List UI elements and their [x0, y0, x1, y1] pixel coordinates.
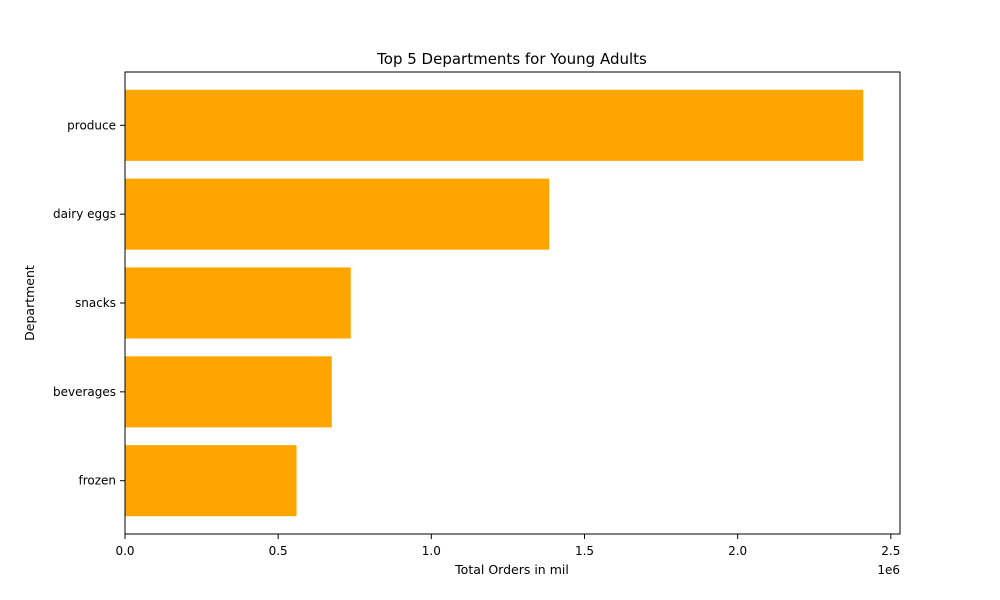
x-tick-label-0: 0.0: [115, 544, 134, 558]
bar-produce: [125, 89, 864, 161]
bar-beverages: [125, 356, 332, 428]
y-axis: produce dairy eggs snacks beverages frozen: [53, 118, 125, 488]
bar-frozen: [125, 445, 297, 517]
bars-layer: [125, 89, 864, 517]
x-tick-label-3: 1.5: [575, 544, 594, 558]
y-tick-label-frozen: frozen: [78, 474, 116, 488]
x-tick-label-2: 1.0: [422, 544, 441, 558]
y-tick-label-snacks: snacks: [75, 296, 116, 310]
y-axis-label: Department: [22, 265, 37, 341]
y-tick-label-dairy-eggs: dairy eggs: [53, 207, 116, 221]
x-tick-label-4: 2.0: [728, 544, 747, 558]
x-tick-label-1: 0.5: [269, 544, 288, 558]
x-tick-label-5: 2.5: [881, 544, 900, 558]
x-axis-label: Total Orders in mil: [454, 562, 569, 577]
x-axis: 0.0 0.5 1.0 1.5 2.0 2.5: [115, 534, 900, 558]
bar-snacks: [125, 267, 351, 339]
x-axis-offset-text: 1e6: [877, 563, 900, 577]
y-tick-label-produce: produce: [67, 118, 116, 132]
y-tick-label-beverages: beverages: [53, 385, 116, 399]
plot-frame: [124, 71, 901, 535]
chart-title: Top 5 Departments for Young Adults: [376, 50, 647, 68]
bar-dairy-eggs: [125, 178, 550, 250]
